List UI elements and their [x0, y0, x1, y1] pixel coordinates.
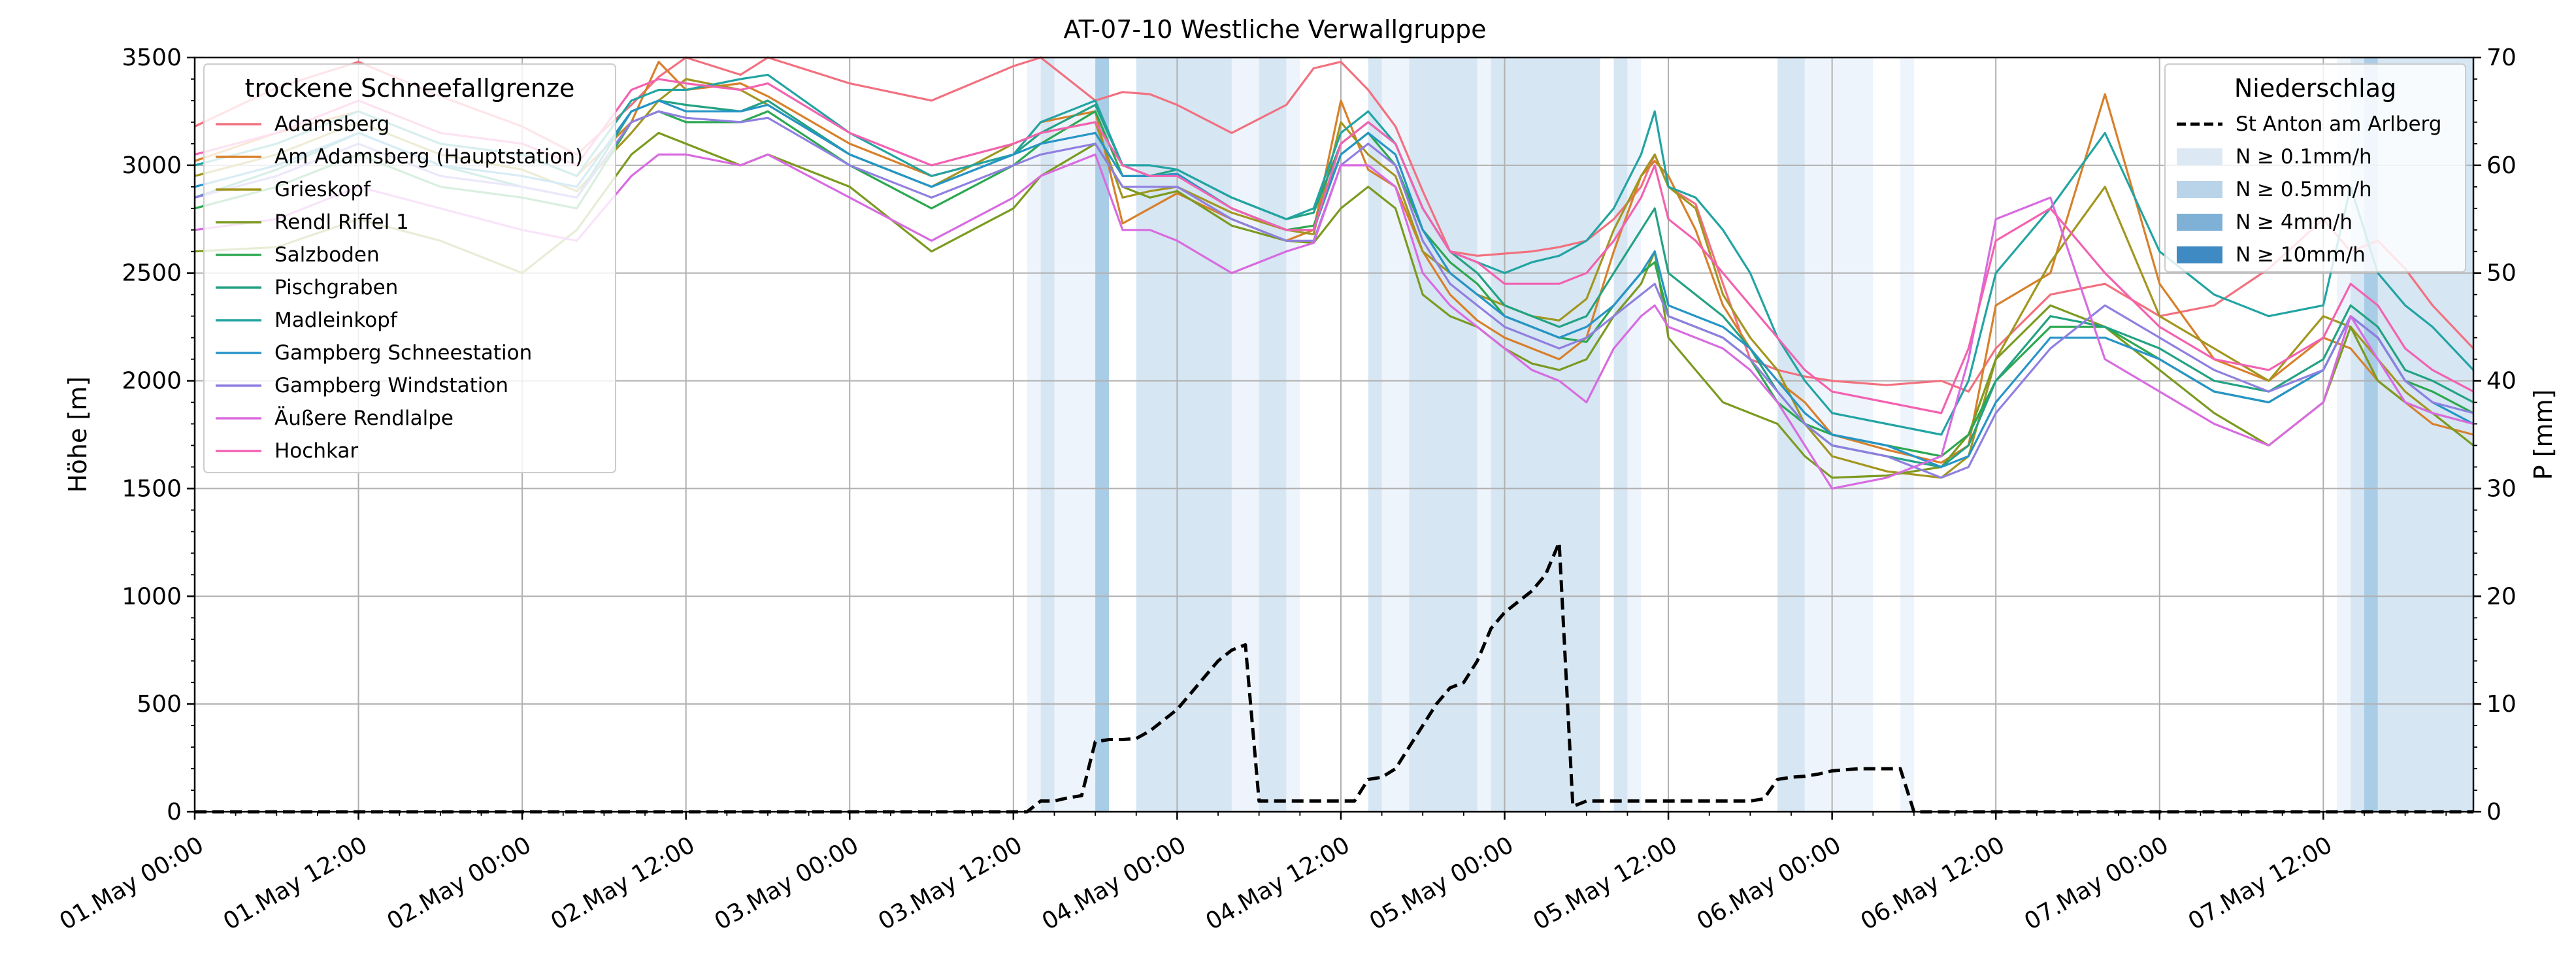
chart-title: AT-07-10 Westliche Verwallgruppe: [1064, 15, 1487, 44]
y-right-tick-label: 20: [2486, 583, 2517, 610]
precip-band: [1477, 58, 1491, 812]
legend-snow-label: Äußere Rendlalpe: [274, 407, 454, 430]
y-right-tick-label: 50: [2486, 260, 2517, 287]
legend-snow-label: Grieskopf: [274, 178, 371, 201]
y-axis-left-title: Höhe [m]: [63, 376, 92, 493]
series-line-adamsberg: [194, 56, 2475, 393]
legend-snow-title: trockene Schneefallgrenze: [245, 74, 575, 103]
precip-band: [1259, 58, 1287, 812]
y-left-tick-label: 3500: [122, 44, 182, 71]
precip-band: [1832, 58, 1874, 812]
precip-band: [1136, 58, 1232, 812]
legend-precip-label: N ≥ 0.5mm/h: [2236, 178, 2372, 201]
precip-band: [1027, 58, 1041, 812]
precip-band: [1286, 58, 1300, 812]
plot-frame: [193, 56, 2475, 813]
legend-snow-label: Gampberg Schneestation: [274, 341, 532, 365]
legend-precip-swatch: [2177, 148, 2222, 165]
precip-band: [1231, 58, 1259, 812]
series: [194, 56, 2475, 814]
precip-band: [1040, 58, 1055, 812]
legend-precip-label: N ≥ 4mm/h: [2236, 210, 2353, 234]
precip-band: [1900, 58, 1914, 812]
legend-snow-label: Hochkar: [274, 439, 358, 463]
precip-band: [1613, 58, 1628, 812]
legend-snow-label: Madleinkopf: [274, 309, 398, 332]
y-right-tick-label: 30: [2486, 475, 2517, 502]
y-left-tick-label: 2500: [122, 260, 182, 287]
precip-band: [1777, 58, 1805, 812]
legend-snow-frame: [203, 63, 616, 473]
y-right-tick-label: 0: [2486, 799, 2502, 826]
precip-band: [1095, 58, 1109, 812]
y-axis-right-title: P [mm]: [2529, 390, 2558, 480]
precip-band: [1368, 58, 1382, 812]
legend-precip-label: St Anton am Arlberg: [2236, 112, 2441, 136]
series-line-gampberg-windstation: [194, 110, 2474, 479]
precip-band: [1381, 58, 1410, 812]
legend-precip-swatch: [2177, 214, 2222, 231]
y-left-tick-label: 1000: [122, 583, 182, 610]
y-left-tick-label: 0: [167, 799, 182, 826]
legend-snow-label: Salzboden: [274, 243, 380, 267]
series-line--u-ere-rendlalpe: [194, 153, 2474, 490]
legend-precip-frame: [2164, 63, 2466, 273]
y-left-tick-label: 500: [137, 691, 182, 718]
legend-snow-label: Am Adamsberg (Hauptstation): [274, 145, 583, 169]
series-line-hochkar: [194, 78, 2474, 414]
precip-band: [1627, 58, 1642, 812]
precip-bands: [1027, 58, 2473, 812]
precip-band: [1054, 58, 1096, 812]
y-left-tick-label: 1500: [122, 475, 182, 502]
y-left-tick-label: 2000: [122, 368, 182, 395]
y-right-tick-label: 10: [2486, 691, 2517, 718]
series-line-gampberg-schneestation: [194, 99, 2474, 469]
legend-precip-label: N ≥ 0.1mm/h: [2236, 145, 2372, 169]
legend-precip-label: N ≥ 10mm/h: [2236, 243, 2366, 267]
precip-band: [1491, 58, 1600, 812]
legend-snow-line: trockene Schneefallgrenze Adamsberg Am Ada…: [203, 63, 616, 473]
legend-precip-title: Niederschlag: [2234, 74, 2396, 103]
legend-snow-label: Rendl Riffel 1: [274, 210, 409, 234]
precip-line-st-anton: [195, 541, 2473, 814]
y-left-tick-label: 3000: [122, 152, 182, 179]
legend-precipitation: Niederschlag St Anton am Arlberg N ≥ 0.1mm…: [2164, 63, 2466, 273]
y-right-tick-label: 40: [2486, 368, 2517, 395]
precip-band: [1409, 58, 1478, 812]
y-right-tick-label: 60: [2486, 152, 2517, 179]
series-line-pischgraben: [194, 99, 2474, 469]
series-line-madleinkopf: [194, 73, 2475, 436]
legend-precip-swatch: [2177, 181, 2222, 198]
legend-snow-label: Pischgraben: [274, 276, 398, 299]
y-right-tick-label: 70: [2486, 44, 2517, 71]
legend-precip-swatch: [2177, 246, 2222, 263]
legend-snow-label: Adamsberg: [274, 112, 389, 136]
legend-snow-label: Gampberg Windstation: [274, 374, 508, 397]
